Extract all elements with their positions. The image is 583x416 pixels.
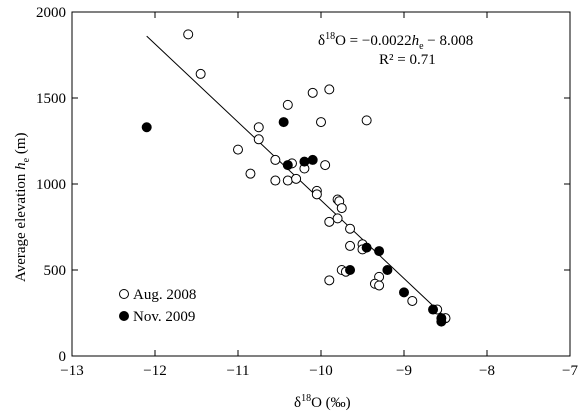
regression-equation: δ18O = −0.0022he − 8.008 <box>318 31 473 52</box>
y-axis-title: Average elevation he (m) <box>13 132 32 282</box>
data-point-aug-2008 <box>270 175 281 186</box>
y-tick-label: 1500 <box>36 91 66 107</box>
data-point-aug-2008 <box>195 68 206 79</box>
data-point-nov-2009 <box>382 265 393 275</box>
data-points <box>141 29 451 327</box>
x-tick-label: −10 <box>309 363 332 379</box>
x-axis-title: δ18O (‰) <box>294 393 351 411</box>
data-point-aug-2008 <box>282 99 293 110</box>
x-tick-label: −11 <box>227 363 250 379</box>
data-point-aug-2008 <box>282 175 293 186</box>
data-point-aug-2008 <box>311 189 322 200</box>
y-tick-label: 1000 <box>36 177 66 193</box>
data-point-aug-2008 <box>183 29 194 40</box>
data-point-nov-2009 <box>361 242 372 253</box>
x-tick-label: −8 <box>479 363 495 379</box>
data-point-aug-2008 <box>253 134 264 145</box>
data-point-aug-2008 <box>245 168 256 179</box>
data-point-aug-2008 <box>233 144 243 155</box>
x-tick-label: −12 <box>143 363 166 379</box>
data-point-aug-2008 <box>336 203 347 214</box>
data-point-nov-2009 <box>307 154 318 165</box>
data-point-aug-2008 <box>345 223 356 234</box>
y-tick-label: 2000 <box>36 5 66 21</box>
data-point-nov-2009 <box>282 160 293 171</box>
data-point-aug-2008 <box>407 295 418 306</box>
data-point-aug-2008 <box>307 87 318 98</box>
data-point-nov-2009 <box>345 265 356 275</box>
data-point-nov-2009 <box>299 156 310 167</box>
data-point-nov-2009 <box>278 117 289 128</box>
data-point-nov-2009 <box>374 246 385 257</box>
data-point-nov-2009 <box>428 304 439 315</box>
data-point-aug-2008 <box>320 160 331 171</box>
r-squared: R² = 0.71 <box>379 52 436 68</box>
data-point-aug-2008 <box>316 117 326 128</box>
x-tick-label: −9 <box>396 363 412 379</box>
legend-marker-aug-2008 <box>119 289 129 299</box>
data-point-aug-2008 <box>345 240 356 251</box>
data-point-aug-2008 <box>361 115 372 126</box>
data-point-nov-2009 <box>436 316 447 327</box>
data-point-aug-2008 <box>374 280 385 291</box>
data-point-aug-2008 <box>270 154 281 165</box>
y-tick-label: 0 <box>59 349 67 365</box>
data-point-aug-2008 <box>324 275 335 286</box>
plot-frame <box>71 11 571 357</box>
y-tick-label: 500 <box>44 263 67 279</box>
x-tick-label: −7 <box>562 363 578 379</box>
axis-ticks: −13 −12 −11 −10 −9 −8 −7 0 500 1000 1500 2000 <box>36 5 578 379</box>
data-point-nov-2009 <box>399 287 409 298</box>
data-point-nov-2009 <box>141 122 152 133</box>
x-tick-label: −13 <box>60 363 83 379</box>
data-point-aug-2008 <box>291 173 302 184</box>
legend: Aug. 2008 Nov. 2009 <box>119 287 196 325</box>
data-point-aug-2008 <box>324 216 335 227</box>
data-point-aug-2008 <box>332 213 343 224</box>
legend-label-nov-2009: Nov. 2009 <box>133 309 195 325</box>
data-point-aug-2008 <box>324 84 335 95</box>
legend-marker-nov-2009 <box>119 311 129 321</box>
legend-label-aug-2008: Aug. 2008 <box>133 287 196 303</box>
data-point-aug-2008 <box>253 122 264 133</box>
